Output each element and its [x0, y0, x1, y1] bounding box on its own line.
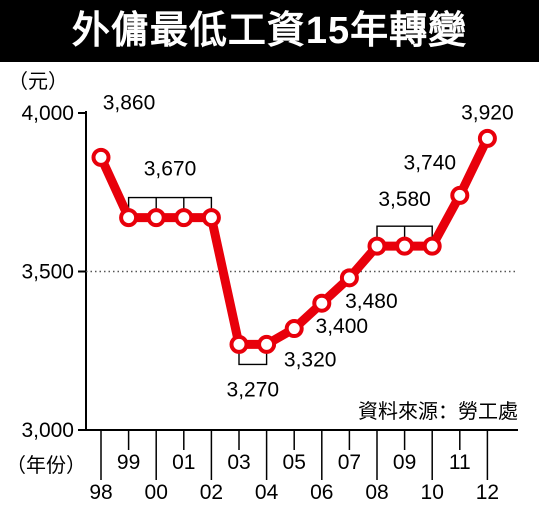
x-tick-label: 07	[338, 451, 361, 474]
axes	[78, 111, 518, 480]
data-point	[201, 208, 221, 228]
data-label: 3,400	[316, 315, 369, 338]
data-point	[367, 236, 387, 256]
data-point	[422, 236, 442, 256]
data-label: 3,670	[144, 158, 197, 181]
chart-title: 外傭最低工資15年轉變	[0, 0, 539, 62]
tick-labels: 3,0003,5004,0009899000102030405060708091…	[21, 102, 499, 504]
source-note: 資料來源：勞工處	[358, 399, 518, 423]
data-point	[146, 208, 166, 228]
data-point	[174, 208, 194, 228]
x-tick-label: 06	[310, 481, 333, 504]
data-point	[477, 128, 497, 148]
x-tick-label: 00	[145, 481, 168, 504]
x-tick-label: 03	[227, 451, 250, 474]
y-tick-label: 3,500	[21, 261, 74, 284]
x-tick-label: 12	[476, 481, 499, 504]
x-tick-label: 02	[200, 481, 223, 504]
y-axis-unit: （元）	[8, 70, 68, 93]
data-point	[339, 268, 359, 288]
data-point	[119, 208, 139, 228]
label-bracket	[238, 352, 268, 366]
x-tick-label: 04	[255, 481, 279, 504]
x-tick-label: 11	[449, 451, 471, 474]
data-label: 3,860	[103, 91, 156, 114]
data-label: 3,270	[227, 378, 280, 401]
data-point	[312, 293, 332, 313]
data-point	[450, 185, 470, 205]
data-label: 3,320	[284, 349, 337, 372]
data-point	[257, 334, 277, 354]
x-tick-label: 01	[172, 451, 195, 474]
x-tick-label: 99	[117, 451, 140, 474]
y-tick-label: 3,000	[21, 419, 74, 442]
x-axis-unit: （年份）	[6, 454, 86, 477]
data-point	[284, 319, 304, 339]
data-label: 3,580	[378, 188, 431, 211]
x-tick-label: 10	[421, 481, 444, 504]
data-point	[91, 147, 111, 167]
x-tick-label: 09	[393, 451, 416, 474]
label-brackets	[127, 196, 433, 366]
markers	[91, 128, 497, 354]
x-tick-label: 05	[283, 451, 306, 474]
data-point	[229, 334, 249, 354]
data-label: 3,480	[345, 290, 398, 313]
data-label: 3,920	[461, 101, 514, 124]
data-point	[395, 236, 415, 256]
x-tick-label: 98	[89, 481, 112, 504]
label-bracket	[127, 196, 213, 210]
x-tick-label: 08	[365, 481, 388, 504]
data-label: 3,740	[404, 151, 457, 174]
y-tick-label: 4,000	[21, 102, 74, 125]
